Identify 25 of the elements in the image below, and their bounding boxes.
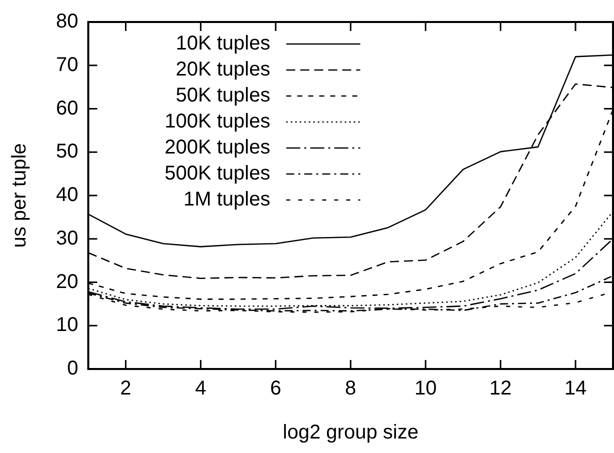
x-tick-label: 2 <box>120 378 132 400</box>
y-tick-label: 60 <box>56 97 78 120</box>
legend-label: 50K tuples <box>176 84 270 107</box>
y-tick-label: 40 <box>56 184 78 206</box>
y-tick-label: 20 <box>56 270 78 293</box>
x-tick-label: 10 <box>414 378 437 400</box>
legend-label: 20K tuples <box>176 58 270 81</box>
x-axis-title: log2 group size <box>282 422 418 444</box>
y-tick-label: 80 <box>56 10 78 33</box>
y-tick-label: 70 <box>56 54 78 76</box>
x-tick-label: 8 <box>345 378 356 400</box>
x-tick-label: 6 <box>270 378 282 400</box>
y-tick-label: 30 <box>56 227 78 250</box>
legend-label: 1M tuples <box>184 188 270 211</box>
y-tick-label: 10 <box>56 314 78 336</box>
x-tick-label: 12 <box>489 378 512 400</box>
legend-label: 200K tuples <box>164 136 270 159</box>
y-tick-label: 50 <box>56 140 78 163</box>
legend-label: 10K tuples <box>176 32 270 55</box>
x-tick-label: 14 <box>564 378 587 400</box>
y-axis-title: us per tuple <box>8 143 31 248</box>
x-tick-label: 4 <box>195 378 206 400</box>
legend-label: 500K tuples <box>164 162 270 185</box>
legend-label: 100K tuples <box>164 110 270 133</box>
y-tick-label: 0 <box>67 358 78 380</box>
